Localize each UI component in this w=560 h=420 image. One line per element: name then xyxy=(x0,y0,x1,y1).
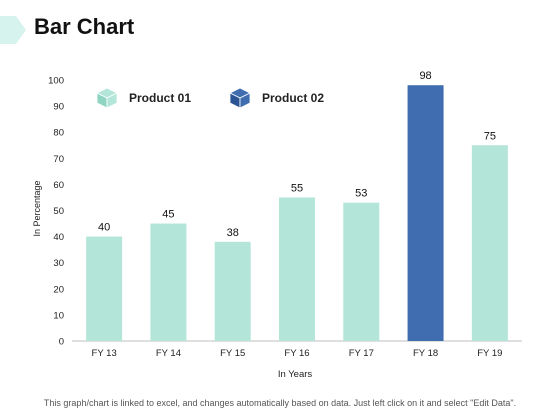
bar xyxy=(407,85,444,341)
bar-data-label: 45 xyxy=(162,209,174,221)
bar-data-label: 53 xyxy=(355,188,367,200)
bar-data-label: 75 xyxy=(484,130,496,142)
cube-icon xyxy=(229,87,251,109)
x-tick-label: FY 13 xyxy=(92,348,117,359)
cube-icon xyxy=(96,87,118,109)
bar-data-label: 40 xyxy=(98,222,110,234)
x-tick-label: FY 15 xyxy=(220,348,245,359)
y-tick-label: 10 xyxy=(53,310,64,321)
y-tick-label: 70 xyxy=(53,154,64,165)
title-accent-shape xyxy=(0,16,26,44)
footer-note: This graph/chart is linked to excel, and… xyxy=(43,398,517,408)
y-tick-label: 30 xyxy=(53,258,64,269)
y-tick-label: 0 xyxy=(59,337,64,348)
page-title: Bar Chart xyxy=(34,14,135,39)
x-axis-title: In Years xyxy=(278,369,313,380)
y-tick-label: 90 xyxy=(53,102,64,113)
bar xyxy=(471,145,508,341)
x-tick-label: FY 18 xyxy=(413,348,438,359)
x-tick-label: FY 16 xyxy=(284,348,309,359)
bar xyxy=(214,241,251,341)
y-tick-label: 20 xyxy=(53,284,64,295)
y-axis-title: In Percentage xyxy=(32,180,42,236)
x-tick-label: FY 14 xyxy=(156,348,181,359)
bar-data-label: 55 xyxy=(291,182,303,194)
x-tick-label: FY 19 xyxy=(477,348,502,359)
bar xyxy=(279,197,315,341)
x-tick-label: FY 17 xyxy=(349,348,374,359)
bar-data-label: 98 xyxy=(419,70,431,82)
bar-data-label: 38 xyxy=(227,227,239,239)
y-tick-label: 80 xyxy=(53,128,64,139)
y-tick-label: 100 xyxy=(48,76,64,87)
legend-label: Product 02 xyxy=(262,91,324,105)
bar xyxy=(86,236,123,341)
y-tick-label: 60 xyxy=(53,180,64,191)
bar xyxy=(343,202,380,341)
y-tick-label: 40 xyxy=(53,232,64,243)
y-tick-label: 50 xyxy=(53,206,64,217)
bar xyxy=(150,223,187,341)
legend-label: Product 01 xyxy=(129,91,191,105)
